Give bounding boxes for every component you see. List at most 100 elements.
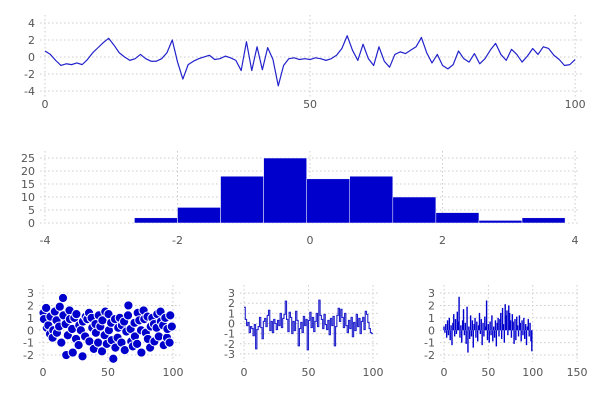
value-bar — [453, 314, 455, 331]
value-bar — [449, 330, 451, 341]
value-bar — [507, 330, 509, 336]
value-bar — [512, 321, 514, 331]
value-bar — [469, 330, 471, 339]
y-tick-label: 0 — [428, 324, 435, 337]
value-bar — [493, 330, 496, 338]
x-tick-label: 0 — [42, 98, 49, 111]
x-tick-label: -4 — [39, 234, 50, 247]
y-tick-label: 10 — [21, 191, 35, 204]
value-bar — [500, 330, 503, 339]
histogram-bar — [435, 212, 480, 224]
value-bar — [483, 330, 485, 337]
scatter-point — [77, 351, 88, 362]
value-bar — [526, 326, 529, 331]
scatter-point — [73, 340, 84, 351]
noise-line-series — [44, 35, 576, 87]
x-tick-label: 0 — [240, 366, 247, 379]
value-bar — [445, 324, 447, 331]
value-bar — [452, 322, 454, 331]
value-bar — [515, 330, 517, 341]
y-tick-label: -2 — [424, 349, 435, 362]
scatter-point — [132, 338, 143, 349]
y-tick-label: 1 — [27, 312, 34, 325]
scatter-point — [96, 346, 108, 357]
value-bar — [472, 330, 474, 348]
y-tick-label: 3 — [428, 287, 435, 300]
value-bar — [492, 330, 494, 342]
scatter-point — [136, 347, 147, 358]
y-tick-label: 1 — [228, 307, 235, 320]
y-tick-label: 0 — [27, 324, 34, 337]
value-bar — [465, 330, 467, 344]
value-bar — [530, 330, 532, 342]
value-bar — [459, 330, 461, 338]
histogram-bar — [177, 207, 221, 224]
x-tick-label: 50 — [303, 98, 317, 111]
x-tick-label: 0 — [441, 366, 448, 379]
y-tick-label: -1 — [424, 337, 435, 350]
y-tick-label: -2 — [23, 349, 34, 362]
value-bar — [451, 330, 453, 346]
value-bar — [524, 324, 527, 331]
value-bar — [447, 330, 450, 336]
value-bar — [518, 315, 521, 331]
value-bar — [529, 322, 531, 331]
x-tick-label: 100 — [162, 366, 183, 379]
value-bar — [486, 330, 489, 341]
value-bar — [490, 330, 492, 336]
value-bar — [477, 330, 479, 342]
y-tick-label: 0 — [228, 318, 235, 331]
y-tick-label: 0 — [28, 51, 35, 64]
value-bar — [502, 324, 505, 331]
y-tick-label: 15 — [21, 178, 35, 191]
value-bar — [508, 305, 510, 331]
histogram-bar — [349, 175, 394, 224]
value-bar — [513, 330, 515, 344]
value-bar — [519, 322, 521, 331]
value-bar — [491, 315, 493, 331]
x-tick-label: 100 — [362, 366, 383, 379]
scatter-point — [54, 301, 65, 312]
histogram-bar — [263, 157, 307, 224]
value-bar — [461, 330, 463, 343]
value-bar — [485, 300, 488, 331]
scatter-point — [67, 347, 78, 358]
line-subplot: 0 50 100 -4 -2 0 2 4 — [24, 15, 586, 111]
value-bar — [498, 330, 500, 337]
value-bar — [480, 319, 482, 331]
y-tick-label: 3 — [27, 287, 34, 300]
value-bar — [503, 330, 506, 343]
value-bar — [496, 322, 498, 331]
value-bar — [497, 317, 499, 331]
scatter-point — [93, 337, 104, 348]
histogram-bar — [478, 220, 523, 224]
value-bar — [443, 326, 445, 331]
histogram-bar — [220, 175, 264, 224]
value-bar — [468, 326, 470, 331]
value-bar — [516, 316, 518, 331]
value-bar — [455, 330, 458, 334]
value-bar — [487, 324, 490, 331]
value-bar — [531, 330, 533, 352]
scatter-point — [57, 292, 69, 304]
scatter-point — [41, 302, 52, 314]
value-bar — [444, 330, 446, 333]
scatter-point — [123, 300, 134, 311]
value-bar — [454, 319, 457, 331]
x-tick-label: 2 — [439, 234, 446, 247]
value-bar — [524, 330, 526, 339]
value-bar — [450, 325, 452, 331]
y-tick-label: 2 — [28, 34, 35, 47]
value-bar — [527, 319, 529, 331]
x-tick-label: 50 — [101, 366, 115, 379]
y-tick-label: 0 — [28, 217, 35, 230]
value-bar — [481, 330, 483, 346]
value-bar — [467, 330, 469, 353]
value-bar — [510, 330, 513, 338]
x-tick-label: 4 — [572, 234, 579, 247]
x-tick-label: 100 — [565, 98, 586, 111]
